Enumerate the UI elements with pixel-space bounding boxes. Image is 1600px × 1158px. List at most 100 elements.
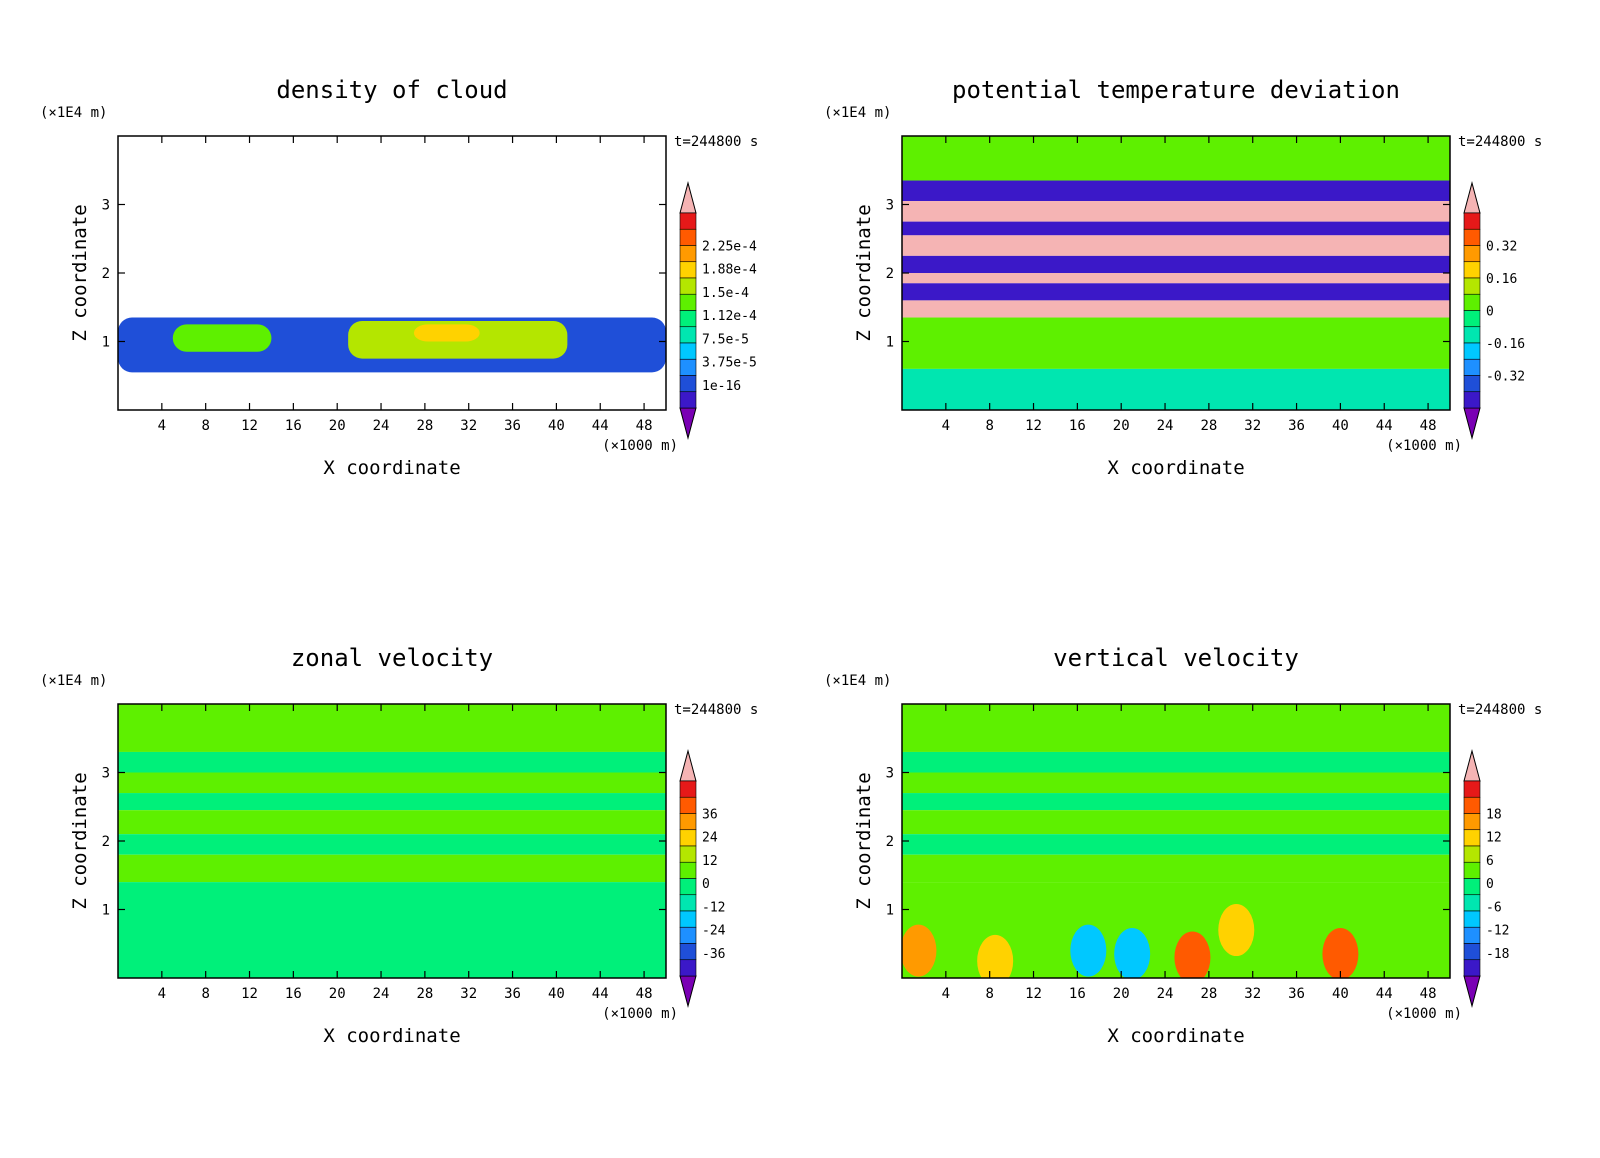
time-label: t=244800 s bbox=[674, 134, 758, 150]
field-band bbox=[118, 751, 666, 773]
x-tick-label: 24 bbox=[373, 986, 390, 1002]
y-tick-label: 1 bbox=[886, 335, 894, 351]
colorbar-swatch bbox=[1463, 845, 1481, 863]
colorbar-swatch bbox=[1463, 878, 1481, 896]
cloud-region bbox=[172, 324, 272, 352]
x-tick-label: 48 bbox=[1420, 418, 1437, 434]
field-band bbox=[902, 834, 1450, 855]
colorbar-swatch bbox=[1463, 926, 1481, 944]
field-band bbox=[118, 834, 666, 855]
colorbar-label: -24 bbox=[702, 924, 726, 939]
colorbar-swatch bbox=[679, 391, 697, 409]
colorbar-label: 24 bbox=[702, 831, 718, 846]
x-axis-label: X coordinate bbox=[323, 1025, 460, 1047]
colorbar-label: 12 bbox=[1486, 831, 1502, 846]
x-tick-label: 36 bbox=[504, 418, 521, 434]
y-tick-label: 3 bbox=[886, 766, 894, 782]
x-tick-label: 4 bbox=[942, 986, 950, 1002]
y-tick-label: 1 bbox=[886, 903, 894, 919]
field-band bbox=[902, 810, 1450, 835]
x-tick-label: 44 bbox=[1376, 418, 1393, 434]
field-band bbox=[902, 283, 1450, 301]
field-band bbox=[902, 201, 1450, 222]
colorbar-swatch bbox=[1463, 342, 1481, 360]
x-tick-label: 4 bbox=[942, 418, 950, 434]
field-band bbox=[902, 772, 1450, 794]
colorbar-label: -6 bbox=[1486, 900, 1502, 915]
x-tick-label: 24 bbox=[1157, 986, 1174, 1002]
field-cell bbox=[902, 924, 937, 977]
colorbar-swatch bbox=[679, 829, 697, 847]
y-tick-label: 3 bbox=[886, 198, 894, 214]
x-tick-label: 16 bbox=[1069, 418, 1086, 434]
x-tick-label: 12 bbox=[1025, 986, 1042, 1002]
x-axis-label: X coordinate bbox=[1107, 1025, 1244, 1047]
x-tick-label: 44 bbox=[592, 418, 609, 434]
x-axis-unit: (×1000 m) bbox=[602, 438, 678, 454]
colorbar-min-arrow bbox=[679, 975, 697, 1008]
x-axis-unit: (×1000 m) bbox=[1386, 438, 1462, 454]
plot-area bbox=[902, 136, 1450, 410]
colorbar-swatch bbox=[679, 277, 697, 295]
y-axis-label: Z coordinate bbox=[69, 772, 91, 909]
colorbar-label: -12 bbox=[702, 900, 725, 915]
colorbar-label: 1.12e-4 bbox=[702, 309, 757, 324]
colorbar-max-arrow bbox=[679, 181, 697, 214]
colorbar-label: 6 bbox=[1486, 854, 1494, 869]
colorbar-swatch bbox=[679, 212, 697, 230]
colorbar-swatch bbox=[1463, 261, 1481, 279]
colorbar-label: 0.16 bbox=[1486, 272, 1517, 287]
x-tick-label: 48 bbox=[636, 418, 653, 434]
chart-panel-1: density of cloud(×1E4 m)t=244800 s4 8 12 16… bbox=[40, 76, 758, 479]
y-tick-label: 1 bbox=[102, 335, 110, 351]
colorbar-label: 1e-16 bbox=[702, 379, 741, 394]
colorbar-swatch bbox=[679, 342, 697, 360]
colorbar-label: 18 bbox=[1486, 808, 1502, 823]
y-tick-label: 2 bbox=[102, 266, 110, 282]
colorbar-label: 7.5e-5 bbox=[702, 332, 749, 347]
x-tick-label: 28 bbox=[416, 986, 433, 1002]
colorbar-swatch bbox=[1463, 959, 1481, 977]
colorbar: 36 24 12 0 -12 -24 -36 bbox=[679, 749, 726, 1008]
x-tick-label: 28 bbox=[1200, 418, 1217, 434]
colorbar-swatch bbox=[679, 845, 697, 863]
field-band bbox=[902, 317, 1450, 369]
colorbar-swatch bbox=[679, 326, 697, 344]
field-band bbox=[902, 221, 1450, 236]
field-cell bbox=[1218, 904, 1255, 957]
colorbar-label: 3.75e-5 bbox=[702, 356, 757, 371]
x-axis-unit: (×1000 m) bbox=[1386, 1006, 1462, 1022]
x-tick-label: 16 bbox=[285, 418, 302, 434]
colorbar-swatch bbox=[679, 926, 697, 944]
field-band bbox=[902, 368, 1450, 410]
x-tick-label: 28 bbox=[1200, 986, 1217, 1002]
colorbar-label: 1.5e-4 bbox=[702, 286, 749, 301]
x-tick-label: 36 bbox=[1288, 418, 1305, 434]
field-band bbox=[902, 854, 1450, 883]
x-tick-label: 8 bbox=[985, 986, 993, 1002]
x-tick-label: 48 bbox=[636, 986, 653, 1002]
colorbar-swatch bbox=[679, 375, 697, 393]
colorbar-swatch bbox=[679, 293, 697, 311]
field-cell bbox=[1322, 928, 1359, 978]
y-tick-label: 2 bbox=[102, 834, 110, 850]
y-tick-label: 2 bbox=[886, 266, 894, 282]
colorbar-swatch bbox=[679, 228, 697, 246]
colorbar-swatch bbox=[1463, 245, 1481, 263]
field-band bbox=[902, 300, 1450, 318]
x-tick-label: 24 bbox=[1157, 418, 1174, 434]
colorbar-label: 36 bbox=[702, 808, 718, 823]
x-tick-label: 12 bbox=[241, 986, 258, 1002]
x-tick-label: 12 bbox=[241, 418, 258, 434]
field-band bbox=[118, 704, 666, 752]
colorbar-label: 0 bbox=[1486, 305, 1494, 320]
x-tick-label: 20 bbox=[1113, 418, 1130, 434]
field-cell bbox=[977, 934, 1014, 978]
colorbar-label: 12 bbox=[702, 854, 718, 869]
colorbar-label: 0 bbox=[702, 877, 710, 892]
x-tick-label: 32 bbox=[460, 418, 477, 434]
chart-panel-2: potential temperature deviation (×1E4 m) t… bbox=[824, 76, 1542, 479]
colorbar-swatch bbox=[1463, 829, 1481, 847]
y-axis-unit: (×1E4 m) bbox=[40, 673, 107, 689]
colorbar-swatch bbox=[679, 910, 697, 928]
